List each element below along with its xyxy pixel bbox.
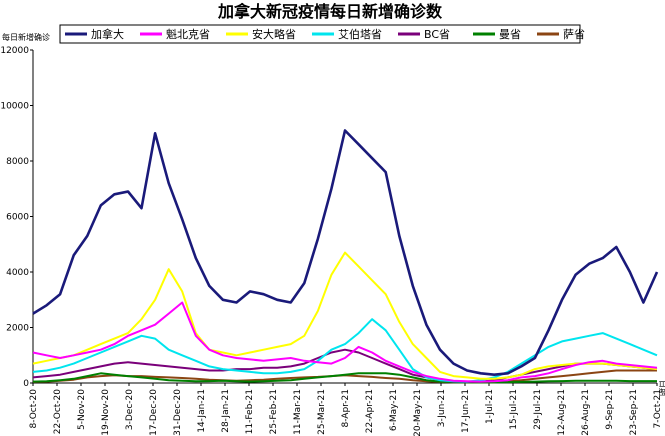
legend-label: 魁北克省: [166, 27, 210, 41]
x-tick-label: 20-May-21: [413, 389, 423, 436]
legend-item: 艾伯塔省: [312, 27, 382, 41]
x-tick-label: 8-Apr-21: [341, 389, 351, 427]
legend-item: 曼省: [473, 28, 521, 41]
x-tick-label: 25-Mar-21: [317, 389, 327, 435]
legend: 加拿大 魁北克省 安大略省 艾伯塔省 BC省 曼省 萨省: [59, 24, 585, 44]
x-tick-label: 29-Jul-21: [533, 389, 543, 430]
x-tick-label: 1-Jul-21: [485, 389, 495, 424]
legend-item: BC省: [398, 28, 450, 41]
y-axis-label: 每日新增确诊: [2, 32, 50, 42]
x-tick-label: 15-Jul-21: [509, 389, 519, 430]
y-tick-label: 4000: [6, 268, 29, 278]
x-tick-label: 17-Dec-20: [149, 389, 159, 436]
y-tick-label: 12000: [0, 46, 29, 56]
legend-label: 萨省: [563, 28, 585, 41]
x-tick-label: 22-Oct-20: [53, 389, 63, 434]
legend-item: 加拿大: [65, 27, 124, 41]
legend-item: 安大略省: [226, 27, 296, 41]
series-line-1: [32, 301, 658, 383]
series-lines: [32, 129, 659, 384]
y-ticks: 0 2000 4000 6000 8000 10000 12000: [0, 46, 33, 389]
series-line-4: [32, 348, 658, 383]
x-tick-label: 6-May-21: [389, 389, 399, 431]
legend-label: 安大略省: [252, 27, 296, 41]
x-tick-label: 25-Feb-21: [269, 389, 279, 434]
x-tick-label: 8-Oct-20: [29, 389, 39, 429]
series-line-3: [32, 318, 658, 383]
chart-title: 加拿大新冠疫情每日新增确诊数: [217, 2, 443, 21]
plot-area: 0 2000 4000 6000 8000 10000 12000 8-Oct-20 22-O…: [0, 46, 663, 436]
x-tick-label: 3-Dec-20: [125, 389, 135, 430]
x-ticks: 8-Oct-20 22-Oct-20 5-Nov-20 19-Nov-20 3-Dec-…: [29, 383, 663, 436]
legend-label: 曼省: [499, 28, 521, 41]
y-tick-label: 2000: [6, 324, 29, 334]
y-tick-label: 6000: [6, 213, 29, 223]
y-tick-label: 8000: [6, 157, 29, 167]
x-tick-label: 7-Oct-21: [653, 389, 663, 429]
x-axis-label: 日期: [658, 380, 665, 396]
x-tick-label: 28-Jan-21: [221, 389, 231, 433]
x-tick-label: 26-Aug-21: [581, 389, 591, 436]
series-line-0: [32, 129, 659, 377]
x-tick-label: 11-Mar-21: [293, 389, 303, 435]
legend-item: 萨省: [537, 28, 585, 41]
x-tick-label: 23-Sep-21: [629, 389, 639, 435]
x-tick-label: 17-Jun-21: [461, 389, 471, 433]
x-tick-label: 14-Jan-21: [197, 389, 207, 433]
legend-label: BC省: [424, 28, 450, 41]
y-tick-label: 0: [23, 379, 29, 389]
y-tick-label: 10000: [0, 102, 29, 112]
legend-label: 加拿大: [91, 27, 124, 41]
x-tick-label: 19-Nov-20: [101, 389, 111, 436]
x-tick-label: 5-Nov-20: [77, 389, 87, 430]
legend-item: 魁北克省: [140, 27, 210, 41]
legend-label: 艾伯塔省: [338, 27, 382, 41]
x-tick-label: 3-Jun-21: [437, 389, 447, 427]
x-tick-label: 31-Dec-20: [173, 389, 183, 436]
x-tick-label: 9-Sep-21: [605, 389, 615, 430]
x-tick-label: 11-Feb-21: [245, 389, 255, 434]
series-line-2: [32, 251, 658, 380]
series-line-5: [32, 372, 657, 384]
x-tick-label: 22-Apr-21: [365, 389, 375, 433]
x-tick-label: 12-Aug-21: [557, 389, 567, 436]
